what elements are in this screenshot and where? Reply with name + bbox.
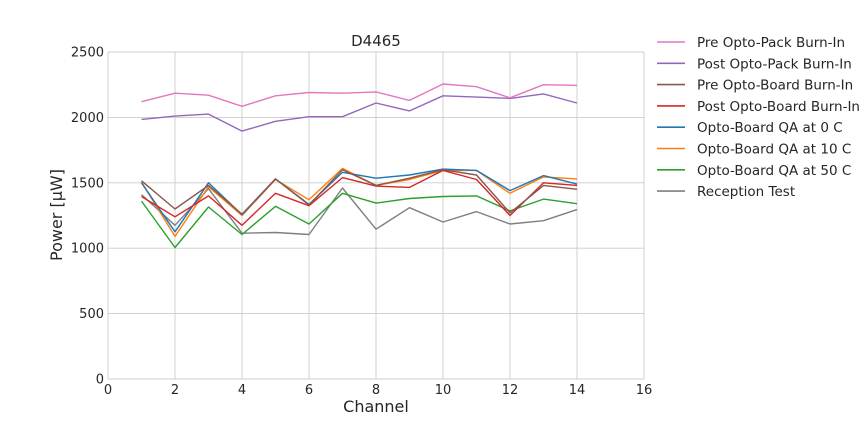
series-line [140,192,578,249]
y-tick-labels: 0 500 1000 1500 2000 2500 [71,46,104,388]
series-line [141,168,578,215]
x-axis-title: Channel [343,397,409,416]
series-line [140,168,578,233]
y-tick-label: 0 [96,373,104,388]
y-tick-label: 1000 [71,242,104,257]
series-line [141,93,578,132]
x-tick-label: 8 [372,383,380,398]
series-line [141,83,578,108]
x-tick-label: 12 [502,383,519,398]
legend-label: Pre Opto-Board Burn-In [697,78,853,94]
x-tick-label: 2 [171,383,179,398]
legend-label: Opto-Board QA at 0 C [697,120,843,136]
y-axis-title: Power [μW] [47,169,66,261]
x-tick-label: 14 [569,383,586,398]
legend-label: Opto-Board QA at 10 C [697,142,851,158]
y-tick-label: 2000 [71,111,104,126]
legend: Pre Opto-Pack Burn-In Post Opto-Pack Burn… [657,35,860,200]
legend-label: Opto-Board QA at 50 C [697,163,851,179]
chart-title: D4465 [351,32,401,50]
x-tick-label: 6 [305,383,313,398]
legend-label: Post Opto-Board Burn-In [697,99,860,115]
series-layer [140,83,578,249]
series-line [141,169,578,227]
x-tick-label: 10 [435,383,452,398]
legend-label: Reception Test [697,184,795,200]
x-tick-label: 4 [238,383,246,398]
x-tick-label: 16 [636,383,653,398]
legend-label: Post Opto-Pack Burn-In [697,56,852,72]
x-tick-label: 0 [104,383,112,398]
legend-label: Pre Opto-Pack Burn-In [697,35,845,51]
y-tick-label: 500 [79,307,104,322]
y-tick-label: 1500 [71,176,104,191]
y-tick-label: 2500 [71,46,104,61]
x-tick-labels: 0 2 4 6 8 10 12 14 16 [104,383,652,398]
series-line [141,187,578,236]
